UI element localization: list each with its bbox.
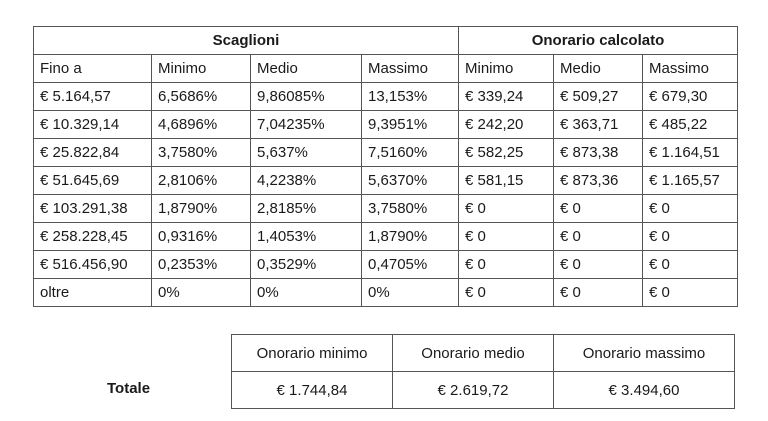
table-cell: € 0: [642, 278, 738, 307]
table-cell: € 679,30: [642, 82, 738, 111]
table-cell: 3,7580%: [361, 194, 459, 223]
table-cell: 7,04235%: [250, 110, 362, 139]
table-cell: € 581,15: [458, 166, 554, 195]
totals-value-minimo: € 1.744,84: [231, 371, 393, 409]
column-header: Minimo: [458, 54, 554, 83]
table-cell: 4,6896%: [151, 110, 251, 139]
table-cell: 6,5686%: [151, 82, 251, 111]
table-cell: € 103.291,38: [33, 194, 152, 223]
table-cell: € 339,24: [458, 82, 554, 111]
table-cell: € 258.228,45: [33, 222, 152, 251]
table-row: € 5.164,57 6,5686% 9,86085% 13,153% € 339,24…: [33, 82, 738, 111]
table-cell: € 0: [642, 250, 738, 279]
table-cell: 0%: [151, 278, 251, 307]
table-cell: 0,2353%: [151, 250, 251, 279]
column-header: Fino a: [33, 54, 152, 83]
totals-value-row: € 1.744,84 € 2.619,72 € 3.494,60: [231, 371, 735, 409]
table-cell: € 25.822,84: [33, 138, 152, 167]
column-header: Massimo: [361, 54, 459, 83]
table-cell: € 873,38: [553, 138, 643, 167]
table-cell: 1,4053%: [250, 222, 362, 251]
table-cell: oltre: [33, 278, 152, 307]
table-cell: € 242,20: [458, 110, 554, 139]
totals-header-massimo: Onorario massimo: [553, 334, 735, 372]
table-row: € 10.329,14 4,6896% 7,04235% 9,3951% € 242,2…: [33, 110, 738, 139]
column-header: Medio: [250, 54, 362, 83]
table-cell: € 1.164,51: [642, 138, 738, 167]
table-cell: 9,3951%: [361, 110, 459, 139]
table-row: € 103.291,38 1,8790% 2,8185% 3,7580% € 0 € 0 €…: [33, 194, 738, 223]
totals-header-row: Onorario minimo Onorario medio Onorario …: [231, 334, 735, 372]
table-row: € 25.822,84 3,7580% 5,637% 7,5160% € 582,25 €…: [33, 138, 738, 167]
table-cell: € 5.164,57: [33, 82, 152, 111]
fee-brackets-table: Scaglioni Onorario calcolato Fino a Mini…: [33, 26, 738, 307]
column-header: Massimo: [642, 54, 738, 83]
totals-value-medio: € 2.619,72: [392, 371, 554, 409]
table-cell: 7,5160%: [361, 138, 459, 167]
table-cell: 0%: [361, 278, 459, 307]
totals-value-massimo: € 3.494,60: [553, 371, 735, 409]
table-cell: € 0: [553, 194, 643, 223]
column-header: Medio: [553, 54, 643, 83]
column-header-row: Fino a Minimo Medio Massimo Minimo Medio…: [33, 54, 738, 83]
table-cell: 0%: [250, 278, 362, 307]
table-cell: € 582,25: [458, 138, 554, 167]
table-cell: € 1.165,57: [642, 166, 738, 195]
totals-header-minimo: Onorario minimo: [231, 334, 393, 372]
table-cell: € 0: [642, 194, 738, 223]
table-cell: 1,8790%: [361, 222, 459, 251]
table-cell: € 363,71: [553, 110, 643, 139]
table-row: € 516.456,90 0,2353% 0,3529% 0,4705% € 0 € 0 €…: [33, 250, 738, 279]
table-cell: 4,2238%: [250, 166, 362, 195]
column-header: Minimo: [151, 54, 251, 83]
table-cell: € 51.645,69: [33, 166, 152, 195]
table-cell: 0,9316%: [151, 222, 251, 251]
table-cell: 0,4705%: [361, 250, 459, 279]
table-cell: 3,7580%: [151, 138, 251, 167]
group-header-scaglioni: Scaglioni: [33, 26, 459, 55]
totals-label: Totale: [107, 380, 151, 397]
table-cell: 2,8185%: [250, 194, 362, 223]
table-cell: 13,153%: [361, 82, 459, 111]
table-cell: € 509,27: [553, 82, 643, 111]
table-cell: € 10.329,14: [33, 110, 152, 139]
table-cell: € 0: [553, 250, 643, 279]
table-row: oltre 0% 0% 0% € 0 € 0 € 0: [33, 278, 738, 307]
totals-table: Onorario minimo Onorario medio Onorario …: [231, 334, 735, 409]
table-cell: € 0: [458, 278, 554, 307]
table-cell: 0,3529%: [250, 250, 362, 279]
table-cell: € 0: [553, 278, 643, 307]
table-cell: € 0: [553, 222, 643, 251]
table-row: € 258.228,45 0,9316% 1,4053% 1,8790% € 0 € 0 €…: [33, 222, 738, 251]
table-cell: € 0: [642, 222, 738, 251]
table-cell: 1,8790%: [151, 194, 251, 223]
table-cell: 2,8106%: [151, 166, 251, 195]
group-header-onorario-calcolato: Onorario calcolato: [458, 26, 738, 55]
table-cell: 9,86085%: [250, 82, 362, 111]
table-cell: € 0: [458, 194, 554, 223]
table-cell: 5,6370%: [361, 166, 459, 195]
totals-header-medio: Onorario medio: [392, 334, 554, 372]
table-body: € 5.164,57 6,5686% 9,86085% 13,153% € 339,24…: [33, 82, 738, 307]
group-header-row: Scaglioni Onorario calcolato: [33, 26, 738, 55]
table-row: € 51.645,69 2,8106% 4,2238% 5,6370% € 581,15…: [33, 166, 738, 195]
table-cell: € 0: [458, 222, 554, 251]
table-cell: € 0: [458, 250, 554, 279]
table-cell: € 516.456,90: [33, 250, 152, 279]
table-cell: € 873,36: [553, 166, 643, 195]
table-cell: € 485,22: [642, 110, 738, 139]
table-cell: 5,637%: [250, 138, 362, 167]
